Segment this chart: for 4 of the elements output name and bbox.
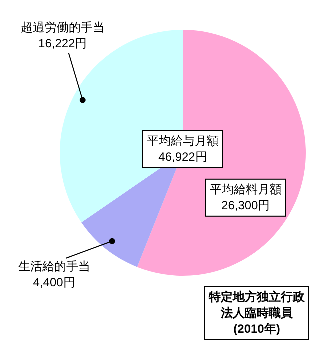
annotation: 平均給与月額 46,922円 [142,130,224,168]
slice-label: 平均給料月額 [210,182,282,196]
data-label: 26,300円 [222,198,270,212]
annotation: 特定地方独立行政法人臨時職員 (2010年) [204,286,310,340]
